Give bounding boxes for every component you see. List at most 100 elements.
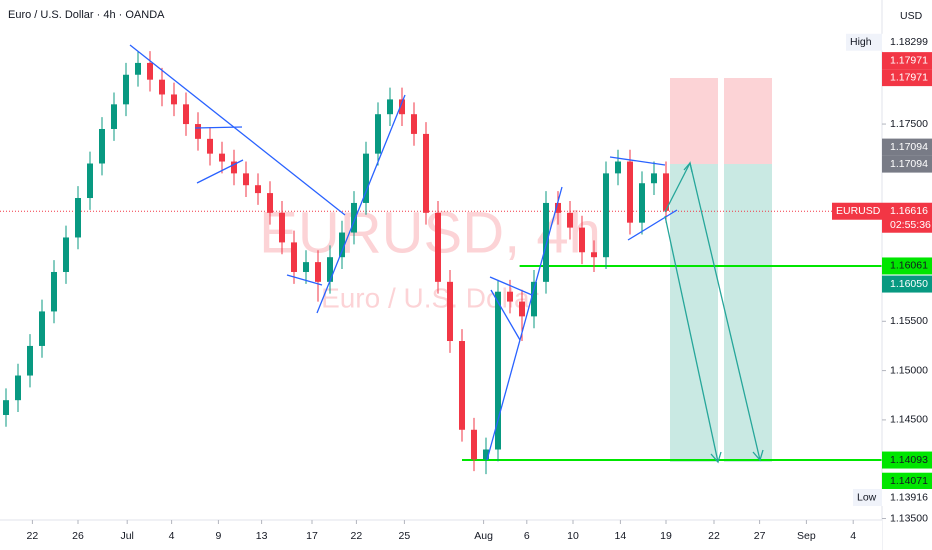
target-zone xyxy=(724,164,772,462)
trendlines xyxy=(129,44,678,461)
x-tick-label: 17 xyxy=(306,530,318,542)
candle-body xyxy=(243,173,249,186)
x-tick-label: 10 xyxy=(567,530,579,542)
x-tick-label: 26 xyxy=(72,530,84,542)
price-label-bg xyxy=(882,33,932,51)
price-tag-bg xyxy=(832,202,882,220)
candle-body xyxy=(663,173,669,211)
candle-body xyxy=(447,281,453,342)
price-label: 1.13916 xyxy=(890,491,928,503)
arrow-head xyxy=(752,449,764,462)
y-tick-label: 1.17500 xyxy=(890,118,928,130)
x-tick-label: 4 xyxy=(169,530,175,542)
price-label-bg xyxy=(882,69,932,87)
candle-body xyxy=(591,252,597,258)
candle-body xyxy=(279,212,285,243)
candle-body xyxy=(3,400,9,415)
candle-body xyxy=(219,153,225,162)
price-label: 1.16616 xyxy=(890,205,928,217)
candle-body xyxy=(375,114,381,154)
y-tick-label: 1.15500 xyxy=(890,315,928,327)
stop-zone xyxy=(724,78,772,164)
arrow-path xyxy=(664,215,719,463)
candle-body xyxy=(459,341,465,430)
price-label: 1.16061 xyxy=(890,260,928,272)
candle-body xyxy=(87,163,93,199)
candle-body xyxy=(147,62,153,80)
candle-body xyxy=(51,271,57,312)
trendline xyxy=(286,274,323,286)
candle-body xyxy=(567,212,573,228)
candle-body xyxy=(411,114,417,134)
trendline xyxy=(486,186,563,461)
candle-body xyxy=(267,193,273,213)
candle-body xyxy=(231,161,237,174)
candle-body xyxy=(207,138,213,154)
candle-body xyxy=(135,62,141,75)
x-tick-label: 14 xyxy=(615,530,627,542)
candle-body xyxy=(495,291,501,450)
candle-body xyxy=(507,291,513,302)
trendline xyxy=(609,156,666,166)
candle-body xyxy=(555,202,561,213)
x-tick-label: 9 xyxy=(215,530,221,542)
candle-body xyxy=(39,311,45,346)
candle-body xyxy=(483,449,489,460)
axis-labels: 1.17500 1.15500 1.15000 1.14500 1.13500 22 26 J… xyxy=(27,33,932,542)
price-label: 1.17971 xyxy=(890,71,928,83)
candle-body xyxy=(303,262,309,272)
candle-body xyxy=(291,242,297,272)
candle-body xyxy=(339,232,345,258)
trendline xyxy=(316,94,406,314)
y-tick-label: 1.13500 xyxy=(890,512,928,524)
candle-body xyxy=(651,173,657,184)
candle-body xyxy=(351,202,357,233)
price-label: 1.14093 xyxy=(890,454,928,466)
price-label-bg xyxy=(882,257,932,275)
candle-body xyxy=(27,345,33,376)
candle-body xyxy=(15,375,21,401)
candle-body xyxy=(519,301,525,317)
price-tag: Low xyxy=(857,491,877,503)
candle-body xyxy=(315,262,321,282)
price-tag-bg xyxy=(853,488,882,506)
candle-body xyxy=(579,227,585,253)
candle-body xyxy=(123,74,129,105)
x-tick-label: 13 xyxy=(256,530,268,542)
candle-body xyxy=(75,198,81,238)
price-label: 1.17094 xyxy=(890,158,928,170)
candle-body xyxy=(435,212,441,282)
watermark-name: Euro / U.S. Dollar xyxy=(321,282,539,313)
trendline xyxy=(196,159,244,184)
candle-body xyxy=(195,124,201,139)
price-label: 1.14071 xyxy=(890,475,928,487)
candle-body xyxy=(363,153,369,203)
price-tag: EURUSD xyxy=(836,205,881,217)
candle-body xyxy=(183,104,189,125)
price-label-bg xyxy=(882,138,932,156)
candle-body xyxy=(615,161,621,174)
candle-body xyxy=(603,173,609,258)
candles xyxy=(3,51,669,475)
candle-body xyxy=(99,128,105,164)
price-label: 1.17094 xyxy=(890,141,928,153)
candle-body xyxy=(639,183,645,223)
candle-body xyxy=(63,237,69,272)
price-label-bg xyxy=(882,488,932,506)
x-tick-label: 4 xyxy=(850,530,856,542)
arrow-head xyxy=(710,451,722,464)
candle-body xyxy=(387,99,393,115)
candle-body xyxy=(471,429,477,460)
projection-arrows xyxy=(664,161,764,464)
price-label: 1.17971 xyxy=(890,54,928,66)
y-tick-label: 1.15000 xyxy=(890,364,928,376)
trendline xyxy=(490,289,521,341)
arrow-head xyxy=(683,161,693,173)
candle-body xyxy=(159,79,165,95)
x-tick-label: Aug xyxy=(474,530,493,542)
price-label: 1.18299 xyxy=(890,36,928,48)
price-label-bg xyxy=(882,202,932,233)
trendline xyxy=(489,276,533,296)
x-tick-label: 19 xyxy=(660,530,672,542)
